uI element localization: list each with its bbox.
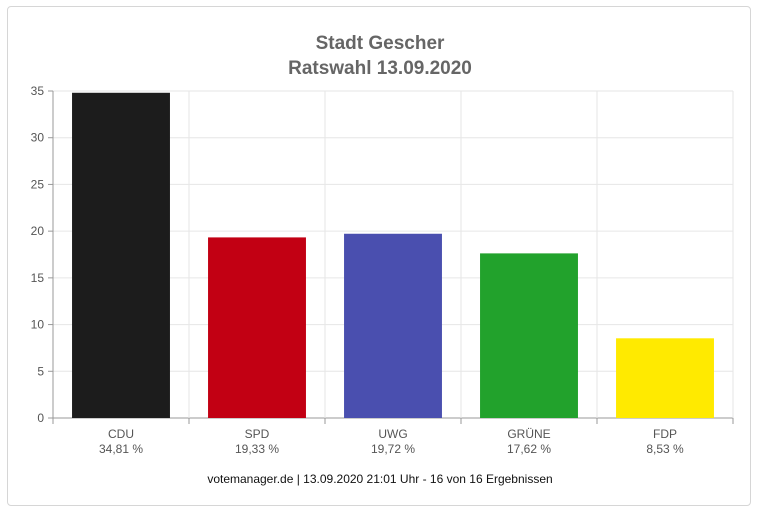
y-tick-label: 10: [31, 318, 45, 332]
bar-uwg: [344, 233, 442, 418]
value-label: 19,72 %: [371, 442, 415, 456]
y-tick-label: 35: [31, 84, 45, 98]
value-label: 8,53 %: [646, 442, 684, 456]
bar-cdu: [72, 92, 170, 418]
value-label: 17,62 %: [507, 442, 551, 456]
bar-grüne: [480, 253, 578, 418]
category-label: SPD: [245, 427, 270, 441]
bar-fdp: [616, 338, 714, 418]
y-tick-label: 0: [37, 411, 44, 425]
value-label: 19,33 %: [235, 442, 279, 456]
y-tick-label: 5: [37, 364, 44, 378]
category-label: GRÜNE: [507, 427, 550, 441]
y-tick-label: 20: [31, 224, 45, 238]
category-label: FDP: [653, 427, 677, 441]
value-label: 34,81 %: [99, 442, 143, 456]
y-tick-label: 15: [31, 271, 45, 285]
chart-footer: votemanager.de | 13.09.2020 21:01 Uhr - …: [207, 472, 553, 486]
chart-title: Stadt Gescher: [315, 33, 445, 54]
chart-subtitle: Ratswahl 13.09.2020: [288, 58, 472, 79]
bar-spd: [208, 237, 306, 418]
category-label: CDU: [108, 427, 134, 441]
y-tick-label: 25: [31, 177, 45, 191]
category-label: UWG: [378, 427, 407, 441]
y-tick-label: 30: [31, 131, 45, 145]
